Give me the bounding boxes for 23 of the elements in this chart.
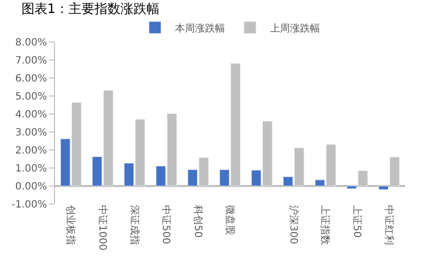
x-tick-label: 深证成指: [128, 205, 140, 245]
y-tick-label: -1.00%: [12, 200, 47, 210]
x-tick-label: 微盘股: [224, 205, 236, 235]
x-tick-label: 上证50: [351, 205, 364, 238]
x-tick-label: 沪深300: [287, 205, 300, 244]
y-tick-label: 8.00%: [15, 38, 47, 48]
y-tick-label: 7.00%: [15, 56, 47, 66]
y-tick-label: 2.00%: [15, 146, 47, 156]
y-tick-label: 5.00%: [15, 92, 47, 102]
x-tick-label: 中证1000: [96, 205, 108, 250]
x-tick-label: 创业板指: [64, 205, 77, 245]
x-tick-label: 上证指数: [319, 205, 332, 245]
chart-title: 图表1：主要指数涨跌幅: [21, 1, 160, 18]
y-tick-label: 0.00%: [15, 182, 47, 192]
x-tick-label: 中证红利: [382, 205, 395, 245]
y-tick-label: 1.00%: [15, 164, 47, 174]
legend-label: 本周涨跌幅: [175, 22, 225, 34]
x-tick-label: 中证500: [160, 205, 172, 244]
y-tick-label: 4.00%: [15, 110, 47, 120]
y-tick-label: 6.00%: [15, 74, 47, 84]
legend-label: 上周涨跌幅: [270, 22, 320, 34]
y-tick-label: 3.00%: [15, 128, 47, 138]
x-tick-label: 科创50: [192, 205, 204, 238]
